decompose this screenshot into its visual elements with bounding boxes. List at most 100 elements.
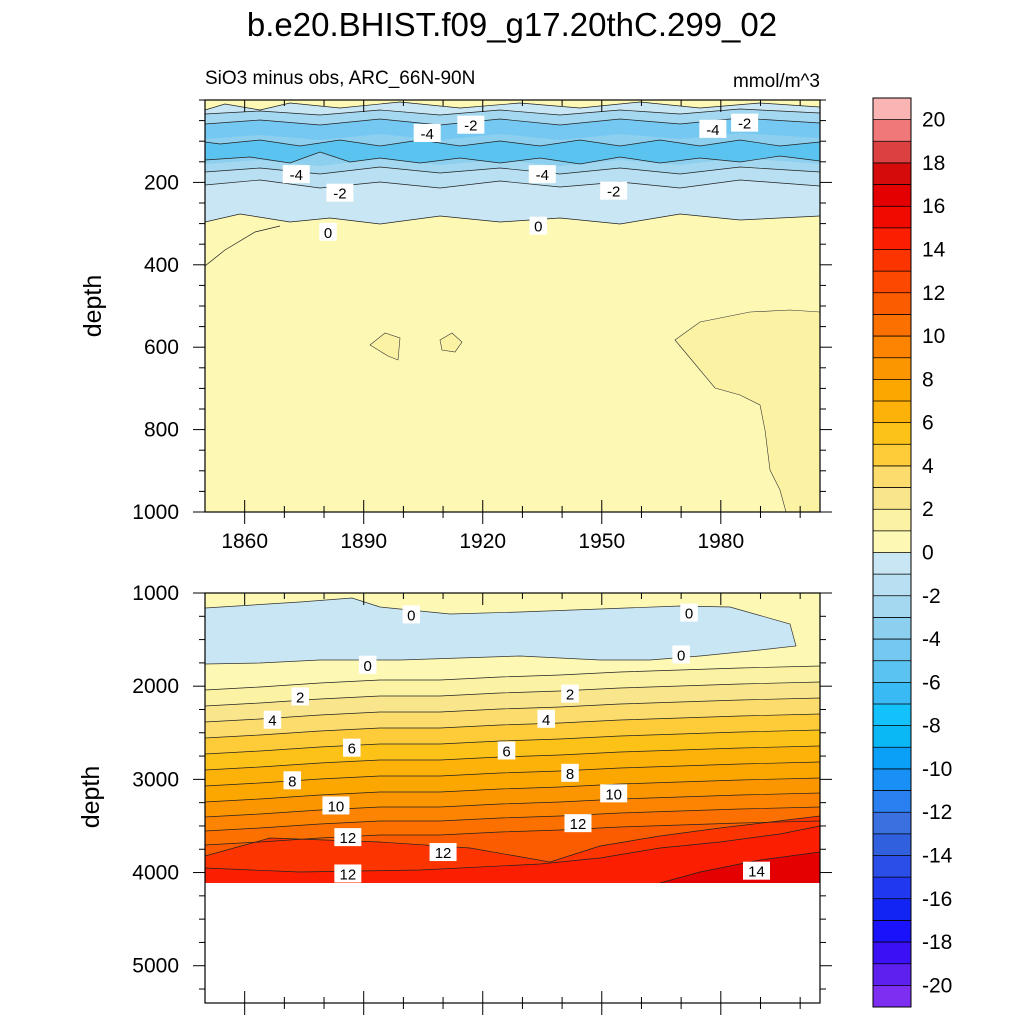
- patch-c: [674, 309, 820, 512]
- colorbar-tick-label: -6: [922, 671, 941, 694]
- contour-label: -2: [464, 118, 477, 135]
- contour-label-box: [699, 119, 727, 138]
- colorbar-swatch: [873, 401, 911, 424]
- contour-line: [205, 697, 820, 723]
- colorbar-tick-label: -4: [922, 628, 941, 651]
- contour-label: 0: [685, 606, 693, 623]
- colorbar-tick-label: 4: [922, 455, 934, 478]
- upper-y-axis-label: depth: [79, 275, 107, 338]
- x-tick-label: 1920: [459, 530, 506, 553]
- colorbar-tick-label: -16: [922, 888, 952, 911]
- colorbar-swatch: [873, 877, 911, 900]
- units-label: mmol/m^3: [733, 71, 820, 92]
- colorbar-swatch: [873, 487, 911, 510]
- colorbar-swatch: [873, 98, 911, 121]
- colorbar-swatch: [873, 552, 911, 575]
- y-tick-label: 200: [144, 171, 179, 194]
- contour-label: 0: [364, 658, 372, 675]
- colorbar-swatch: [873, 530, 911, 553]
- colorbar: -20-18-16-14-12-10-8-6-4-202468101214161…: [872, 97, 953, 1008]
- colorbar-swatch: [873, 379, 911, 402]
- colorbar-swatch: [873, 249, 911, 272]
- colorbar-swatch: [873, 768, 911, 791]
- colorbar-swatch: [873, 465, 911, 488]
- y-tick-label: 400: [144, 254, 179, 277]
- contour-label: -4: [421, 126, 434, 143]
- colorbar-tick-label: -14: [922, 845, 953, 868]
- colorbar-swatch: [873, 574, 911, 597]
- colorbar-swatch: [873, 725, 911, 748]
- colorbar-frame: [872, 97, 912, 1008]
- contour-label: -4: [290, 167, 303, 184]
- colorbar-swatch: [873, 595, 911, 618]
- lower-contour-fill: [205, 593, 820, 1003]
- colorbar-swatch: [873, 682, 911, 705]
- contour-label-box: [283, 771, 302, 790]
- colorbar-swatch: [873, 920, 911, 943]
- contour-label: 6: [502, 743, 510, 760]
- contour-label-box: [343, 738, 361, 757]
- band-13: [205, 826, 820, 883]
- colorbar-swatch: [873, 855, 911, 878]
- contour-label-box: [537, 709, 555, 728]
- colorbar-tick-label: 14: [922, 239, 946, 262]
- contour-label-box: [429, 843, 457, 862]
- colorbar-swatch: [873, 314, 911, 337]
- contour-label: 4: [542, 712, 550, 729]
- colorbar-swatch: [873, 812, 911, 835]
- colorbar-tick-label: 12: [922, 282, 945, 305]
- land-mask: [205, 883, 820, 1003]
- contour-label: -4: [706, 122, 719, 139]
- colorbar-tick-label: 2: [922, 498, 934, 521]
- x-tick-label: 1890: [340, 530, 387, 553]
- colorbar-swatch: [873, 422, 911, 445]
- colorbar-tick-label: 16: [922, 195, 945, 218]
- colorbar-swatch: [873, 162, 911, 185]
- contour-label-box: [326, 183, 354, 202]
- colorbar-swatch: [873, 617, 911, 640]
- contour-label: 8: [566, 766, 574, 783]
- contour-label: 2: [296, 689, 304, 706]
- colorbar-swatch: [873, 942, 911, 965]
- contour-line: [205, 108, 820, 116]
- contour-label-box: [529, 216, 548, 235]
- contour-label: -2: [738, 116, 751, 133]
- y-tick-label: 800: [144, 419, 179, 442]
- contour-label-box: [457, 115, 485, 134]
- y-tick-label: 600: [144, 336, 179, 359]
- colorbar-tick-label: -2: [922, 585, 941, 608]
- contour-label-box: [334, 828, 362, 847]
- contour-line: [205, 713, 820, 739]
- contour-label: 0: [534, 219, 542, 236]
- chart-title: b.e20.BHIST.f09_g17.20thC.299_02: [247, 6, 777, 43]
- colorbar-swatch: [873, 833, 911, 856]
- contour-label: 10: [605, 786, 622, 803]
- contour-line: [205, 729, 820, 755]
- patch-a: [369, 332, 401, 361]
- y-tick-label: 5000: [132, 955, 179, 978]
- band-14: [660, 852, 820, 883]
- colorbar-swatch: [873, 444, 911, 467]
- contour-label-box: [564, 814, 592, 833]
- contour-label-box: [600, 784, 628, 803]
- colorbar-swatch: [873, 985, 911, 1008]
- contour-label: 0: [407, 607, 415, 624]
- colorbar-tick-label: -18: [922, 931, 952, 954]
- upper-contour-fill: [205, 100, 820, 512]
- contour-label-box: [319, 222, 337, 241]
- contour-label: 10: [328, 798, 345, 815]
- contour-label-box: [528, 165, 556, 184]
- contour-label-box: [291, 687, 309, 706]
- contour-line: [205, 665, 820, 691]
- contour-line: [205, 101, 820, 111]
- contour-label: 0: [324, 225, 332, 242]
- contour-label-box: [680, 603, 698, 622]
- contour-line: [205, 225, 281, 267]
- contour-label-box: [334, 864, 362, 883]
- contour-label: -2: [333, 186, 346, 203]
- contour-label: 12: [435, 845, 452, 862]
- contour-label: 6: [348, 741, 356, 758]
- contour-label-box: [263, 710, 282, 729]
